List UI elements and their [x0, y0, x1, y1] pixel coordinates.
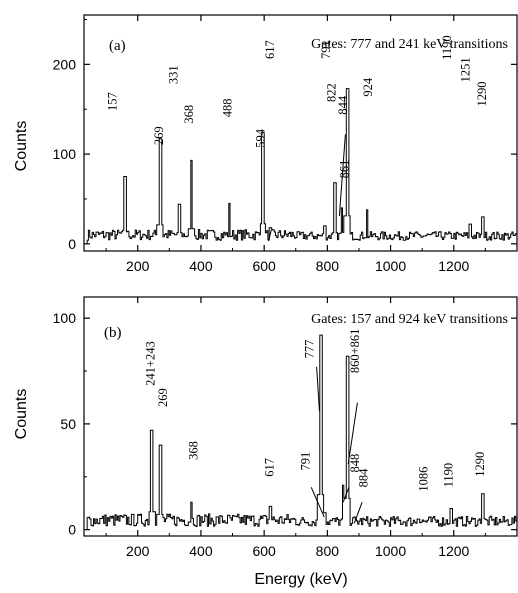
peak-label-a-822: 822: [324, 83, 338, 102]
x-tick-label-b-400: 400: [189, 543, 213, 559]
panel-a: 200 400 600 800 1000 1200 0 100 200 (a) Gates: 777…: [53, 14, 518, 274]
peak-label-a-368: 368: [182, 105, 196, 124]
peak-label-b-368: 368: [186, 441, 200, 460]
x-tick-label-b-800: 800: [316, 543, 340, 559]
peak-label-a-791: 791: [319, 40, 333, 59]
gate-label-a: Gates: 777 and 241 keV transitions: [311, 37, 508, 52]
x-tick-label-b-200: 200: [126, 543, 150, 559]
panel-label-a: (a): [109, 38, 126, 54]
peak-leader-b-3: [342, 487, 350, 503]
peak-label-a-269: 269: [152, 126, 166, 145]
peak-label-b-1290: 1290: [473, 452, 487, 477]
x-tick-label-a-800: 800: [316, 258, 340, 274]
peak-label-a-924: 924: [361, 77, 375, 97]
peak-label-a-1190: 1190: [440, 35, 454, 60]
peak-leader-b-0: [316, 366, 320, 412]
y-axis-label-b: Counts: [13, 389, 30, 440]
peak-leader-b-1: [310, 487, 325, 518]
peak-leader-b-2: [347, 402, 358, 465]
peak-label-b-617: 617: [263, 458, 277, 477]
peak-label-b-848: 848: [348, 454, 362, 473]
x-tick-label-b-600: 600: [252, 543, 276, 559]
peak-label-b-884: 884: [356, 468, 370, 488]
peak-label-b-777: 777: [303, 340, 317, 359]
x-tick-label-b-1200: 1200: [438, 543, 469, 559]
peak-label-a-1290: 1290: [475, 82, 489, 107]
plot-frame-b: [83, 296, 518, 537]
x-axis-label: Energy (keV): [254, 571, 347, 588]
panel-b: 200 400 600 800 1000 1200 0 50 100 (b) Gates: 157 …: [53, 296, 518, 559]
peak-label-b-1086: 1086: [416, 467, 430, 492]
x-tick-label-a-400: 400: [189, 258, 213, 274]
x-tick-label-a-1000: 1000: [375, 258, 406, 274]
y-tick-label-b-100: 100: [53, 310, 77, 326]
y-tick-label-a-100: 100: [53, 146, 77, 162]
peak-label-a-157: 157: [105, 92, 119, 111]
peak-label-a-861: 861: [338, 160, 352, 179]
peak-label-a-488: 488: [220, 99, 234, 118]
peak-label-a-844: 844: [336, 95, 350, 115]
peak-label-a-331: 331: [166, 65, 180, 84]
plot-frame-a: [83, 14, 518, 252]
spectrum-line-a: [86, 88, 517, 244]
spectrum-line-b: [86, 334, 517, 530]
peak-label-b-791: 791: [299, 452, 313, 471]
peak-leader-a-1: [268, 229, 272, 242]
y-tick-label-a-200: 200: [53, 56, 77, 72]
panel-label-b: (b): [104, 325, 122, 341]
peak-label-a-1251: 1251: [458, 57, 472, 82]
x-tick-label-a-1200: 1200: [438, 258, 469, 274]
y-tick-label-a-0: 0: [68, 236, 76, 252]
x-tick-label-b-1000: 1000: [375, 543, 406, 559]
peak-leader-a-0: [338, 134, 346, 217]
peak-label-a-617: 617: [263, 40, 277, 59]
peak-label-b-1190: 1190: [441, 463, 455, 488]
peak-label-b-269: 269: [156, 388, 170, 407]
y-tick-label-b-0: 0: [68, 522, 76, 538]
x-tick-label-a-200: 200: [126, 258, 150, 274]
peak-label-b-241+243: 241+243: [143, 341, 157, 386]
y-axis-label-a: Counts: [13, 121, 30, 172]
peak-label-a-594: 594: [253, 128, 267, 148]
gate-label-b: Gates: 157 and 924 keV transitions: [311, 312, 508, 327]
y-tick-label-b-50: 50: [60, 416, 76, 432]
peak-leader-b-4: [353, 501, 363, 524]
x-tick-label-a-600: 600: [252, 258, 276, 274]
peak-label-b-860+861: 860+861: [348, 329, 362, 374]
